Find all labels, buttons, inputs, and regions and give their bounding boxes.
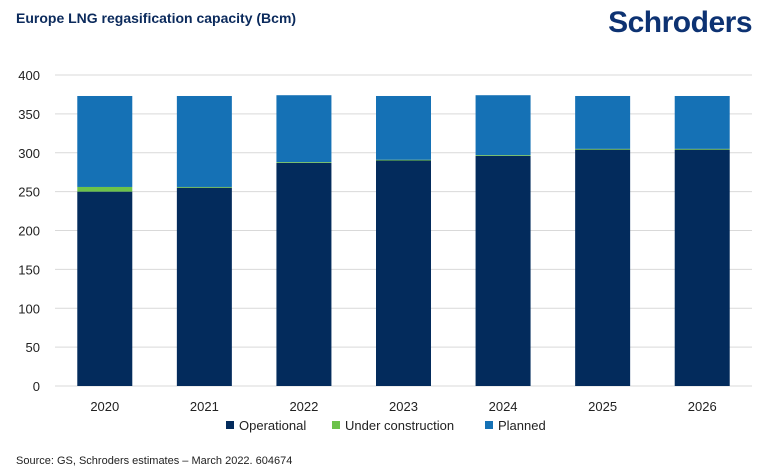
legend-swatch-planned [485,421,493,429]
x-tick-label: 2025 [588,399,617,414]
bar-operational-2022 [276,162,332,386]
y-tick-label: 350 [18,107,40,122]
bar-operational-2026 [674,149,730,386]
y-tick-label: 200 [18,224,40,239]
bar-under-construction-2026 [674,148,730,150]
brand-logo: Schroders [608,6,752,39]
legend-label-under-construction: Under construction [345,418,454,433]
bar-operational-2021 [176,187,232,386]
y-tick-label: 250 [18,185,40,200]
bar-under-construction-2025 [575,148,631,150]
bar-under-construction-2020 [77,186,133,192]
bar-operational-2024 [475,155,531,386]
y-tick-label: 50 [26,340,40,355]
x-tick-label: 2021 [190,399,219,414]
source-note: Source: GS, Schroders estimates – March … [16,455,293,467]
bar-planned-2025 [575,95,631,149]
bar-planned-2026 [674,95,730,149]
x-tick-label: 2026 [688,399,717,414]
bar-operational-2020 [77,191,133,386]
y-tick-label: 0 [33,379,40,394]
x-tick-label: 2022 [289,399,318,414]
legend-swatch-under-construction [332,421,340,429]
x-tick-label: 2024 [489,399,518,414]
stacked-bar-chart: 0 50 100 150 200 250 300 350 400 2020 2021 2022 2023… [18,68,752,433]
bar-planned-2021 [176,95,232,187]
legend-swatch-operational [226,421,234,429]
legend-label-planned: Planned [498,418,546,433]
y-tick-label: 100 [18,301,40,316]
bar-under-construction-2023 [376,159,431,161]
bar-operational-2025 [575,149,631,386]
x-tick-label: 2020 [90,399,119,414]
bar-planned-2023 [376,95,431,160]
y-tick-label: 400 [18,68,40,83]
bar-planned-2020 [77,95,133,187]
bar-under-construction-2022 [276,162,332,163]
bar-under-construction-2021 [176,186,232,188]
y-tick-label: 150 [18,262,40,277]
legend-label-operational: Operational [239,418,306,433]
chart-title: Europe LNG regasification capacity (Bcm) [16,10,297,26]
bar-planned-2024 [475,95,531,156]
x-tick-label: 2023 [389,399,418,414]
bar-planned-2022 [276,95,332,163]
y-tick-label: 300 [18,146,40,161]
bar-operational-2023 [376,160,431,386]
bar-under-construction-2024 [475,155,531,156]
